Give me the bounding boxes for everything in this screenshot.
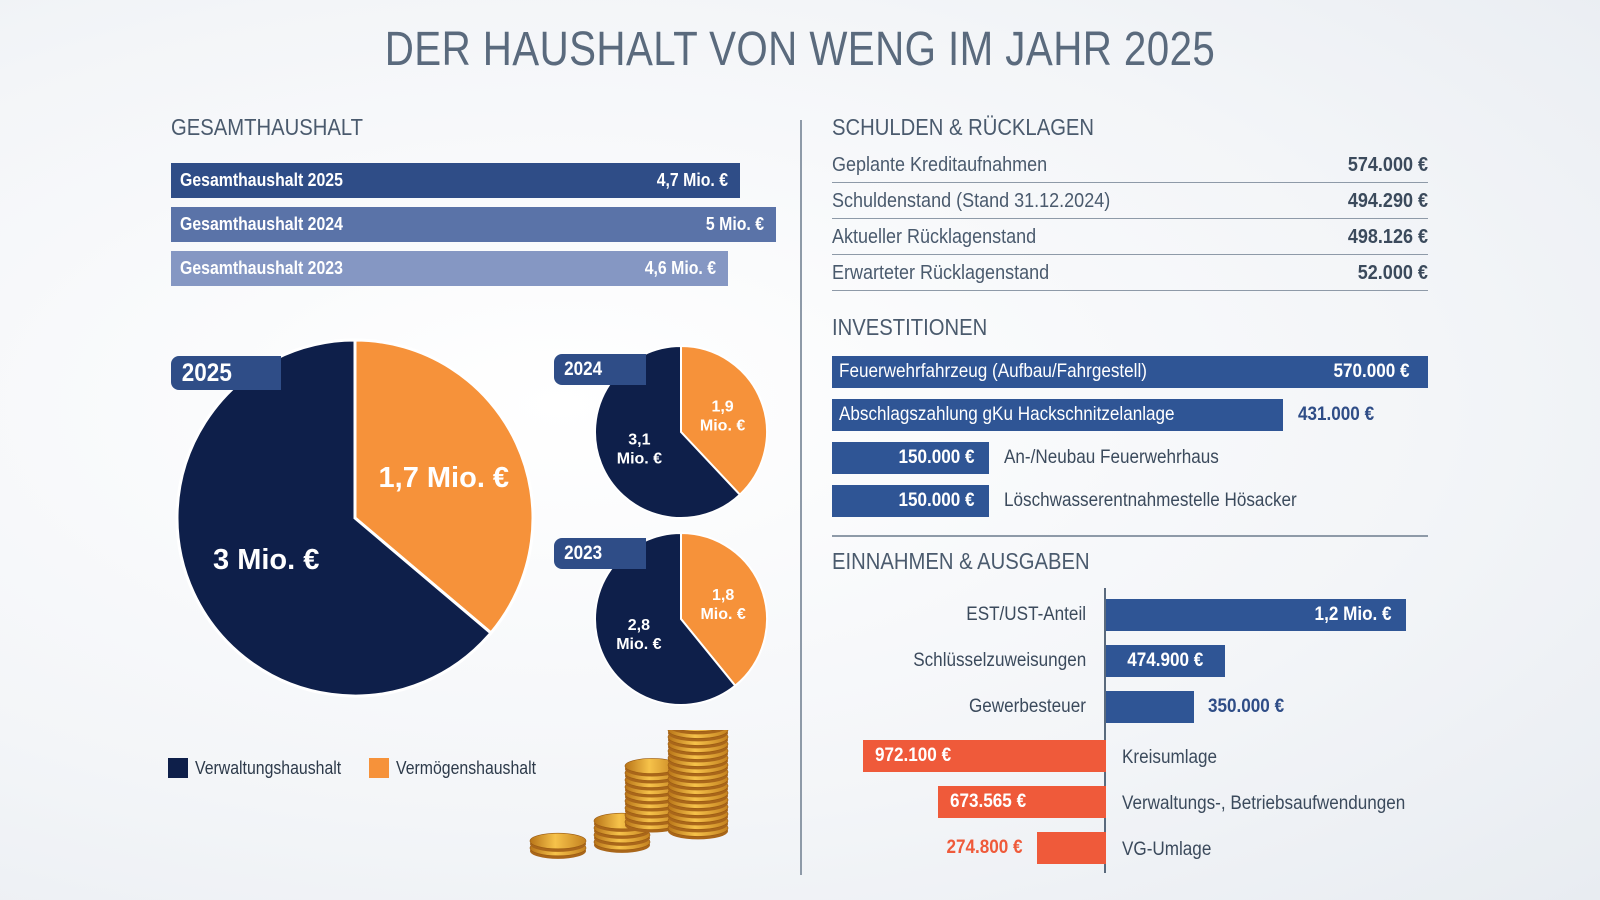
ausgabe-bar xyxy=(1037,832,1106,864)
ausgabe-value: 274.800 € xyxy=(946,837,1023,858)
investition-label: Feuerwehrfahrzeug (Aufbau/Fahrgestell) xyxy=(839,361,1147,382)
pie-slice-label: 2,8 xyxy=(628,617,650,634)
schulden-row: Geplante Kreditaufnahmen 574.000 € xyxy=(832,148,1428,183)
schulden-row: Aktueller Rücklagenstand 498.126 € xyxy=(832,220,1428,255)
investition-bar: Abschlagszahlung gKu Hackschnitzelanlage xyxy=(832,399,1283,431)
bar-category-label: Gesamthaushalt 2024 xyxy=(180,214,343,234)
investition-label: An-/Neubau Feuerwehrhaus xyxy=(1004,447,1219,468)
pie-2023-year: 2023 xyxy=(564,542,603,564)
legend-swatch-verwaltungshaushalt xyxy=(168,758,188,778)
schulden-row-label: Aktueller Rücklagenstand xyxy=(832,225,1037,248)
bar-value-label: 4,7 Mio. € xyxy=(656,170,728,190)
einnahme-value: 474.900 € xyxy=(1127,650,1204,671)
investition-value: 150.000 € xyxy=(898,447,975,468)
schulden-row: Schuldenstand (Stand 31.12.2024) 494.290 … xyxy=(832,184,1428,219)
investition-bar: Feuerwehrfahrzeug (Aufbau/Fahrgestell) 57… xyxy=(832,356,1428,388)
pie-2025-year: 2025 xyxy=(181,358,232,387)
schulden-row-label: Geplante Kreditaufnahmen xyxy=(832,153,1048,176)
legend-swatch-vermoegenshaushalt xyxy=(369,758,389,778)
pie-slice-label: Mio. € xyxy=(617,450,662,467)
total-budget-bar: Gesamthaushalt 2023 4,6 Mio. € xyxy=(171,251,728,286)
investition-bar: 150.000 € xyxy=(832,485,989,517)
einnahme-label: EST/UST-Anteil xyxy=(966,604,1086,625)
pie-slice-label: 1,8 xyxy=(712,587,734,604)
pie-slice-label: 3 Mio. € xyxy=(213,544,319,576)
pie-2023-year-tag: 2023 xyxy=(554,538,646,569)
coin xyxy=(671,730,725,735)
einnahme-value: 1,2 Mio. € xyxy=(1315,604,1392,625)
pie-slice-label: Mio. € xyxy=(700,606,745,623)
schulden-row-value: 574.000 € xyxy=(1347,153,1428,176)
einnahme-bar: 474.900 € xyxy=(1106,645,1225,677)
ausgabe-label: Verwaltungs-, Betriebsaufwendungen xyxy=(1122,793,1406,814)
bar-category-label: Gesamthaushalt 2025 xyxy=(180,170,343,190)
gesamthaushalt-heading: GESAMTHAUSHALT xyxy=(171,114,363,140)
bar-value-label: 4,6 Mio. € xyxy=(644,258,716,278)
einnahme-label: Schlüsselzuweisungen xyxy=(912,650,1086,671)
pie-charts: 1,7 Mio. € 3 Mio. € 1,9 Mio. € 3,1 Mio. € 1,8 M… xyxy=(175,338,768,706)
page-title: DER HAUSHALT VON WENG IM JAHR 2025 xyxy=(384,23,1216,76)
einnahme-bar xyxy=(1106,691,1194,723)
investition-bar: 150.000 € xyxy=(832,442,989,474)
column-divider xyxy=(800,120,802,875)
legend-label-verwaltungshaushalt: Verwaltungshaushalt xyxy=(195,758,342,778)
pie-slice-label: 1,7 Mio. € xyxy=(379,462,510,494)
pie-2025-year-tag: 2025 xyxy=(171,356,281,390)
schulden-row-value: 498.126 € xyxy=(1347,225,1428,248)
total-budget-bar: Gesamthaushalt 2025 4,7 Mio. € xyxy=(171,163,740,198)
section-divider xyxy=(832,535,1428,537)
schulden-row: Erwarteter Rücklagenstand 52.000 € xyxy=(832,256,1428,291)
einnahmen-heading: EINNAHMEN & AUSGABEN xyxy=(832,548,1090,574)
ausgabe-label: Kreisumlage xyxy=(1122,747,1218,768)
coin xyxy=(679,730,717,732)
investition-label: Löschwasserentnahmestelle Hösacker xyxy=(1004,490,1297,511)
einnahmen-axis xyxy=(1104,588,1106,873)
pie-slice-label: Mio. € xyxy=(616,636,661,653)
bar-category-label: Gesamthaushalt 2023 xyxy=(180,258,343,278)
investition-value: 150.000 € xyxy=(898,490,975,511)
legend-label-vermoegenshaushalt: Vermögenshaushalt xyxy=(396,758,537,778)
schulden-heading: SCHULDEN & RÜCKLAGEN xyxy=(832,114,1095,140)
investition-value: 431.000 € xyxy=(1298,404,1375,425)
ausgabe-bar: 673.565 € xyxy=(938,786,1106,818)
pie-slice-label: Mio. € xyxy=(700,418,745,435)
investitionen-heading: INVESTITIONEN xyxy=(832,314,988,340)
coin xyxy=(529,832,587,850)
ausgabe-label: VG-Umlage xyxy=(1122,839,1212,860)
schulden-row-label: Erwarteter Rücklagenstand xyxy=(832,261,1050,284)
coins-illustration xyxy=(529,730,729,859)
pie-slice-vermoegenshaushalt xyxy=(353,338,535,636)
pie-2024-year-tag: 2024 xyxy=(554,354,646,385)
pie-slice-vermoegenshaushalt xyxy=(680,344,768,497)
total-budget-bar: Gesamthaushalt 2024 5 Mio. € xyxy=(171,207,776,242)
schulden-row-label: Schuldenstand (Stand 31.12.2024) xyxy=(832,189,1111,212)
schulden-row-value: 52.000 € xyxy=(1357,261,1428,284)
einnahme-value: 350.000 € xyxy=(1208,696,1285,717)
ausgabe-value: 673.565 € xyxy=(950,791,1027,812)
pie-2024-year: 2024 xyxy=(564,358,603,380)
schulden-row-value: 494.290 € xyxy=(1347,189,1428,212)
bar-value-label: 5 Mio. € xyxy=(705,214,764,234)
ausgabe-bar: 972.100 € xyxy=(863,740,1106,772)
einnahme-label: Gewerbesteuer xyxy=(969,696,1086,717)
ausgabe-value: 972.100 € xyxy=(875,745,952,766)
pie-slice-label: 1,9 xyxy=(711,399,733,416)
investition-label: Abschlagszahlung gKu Hackschnitzelanlage xyxy=(839,404,1175,425)
investition-value: 570.000 € xyxy=(1333,361,1410,382)
pie-slice-vermoegenshaushalt xyxy=(680,531,768,688)
einnahme-bar: 1,2 Mio. € xyxy=(1106,599,1406,631)
pie-slice-label: 3,1 xyxy=(628,431,650,448)
